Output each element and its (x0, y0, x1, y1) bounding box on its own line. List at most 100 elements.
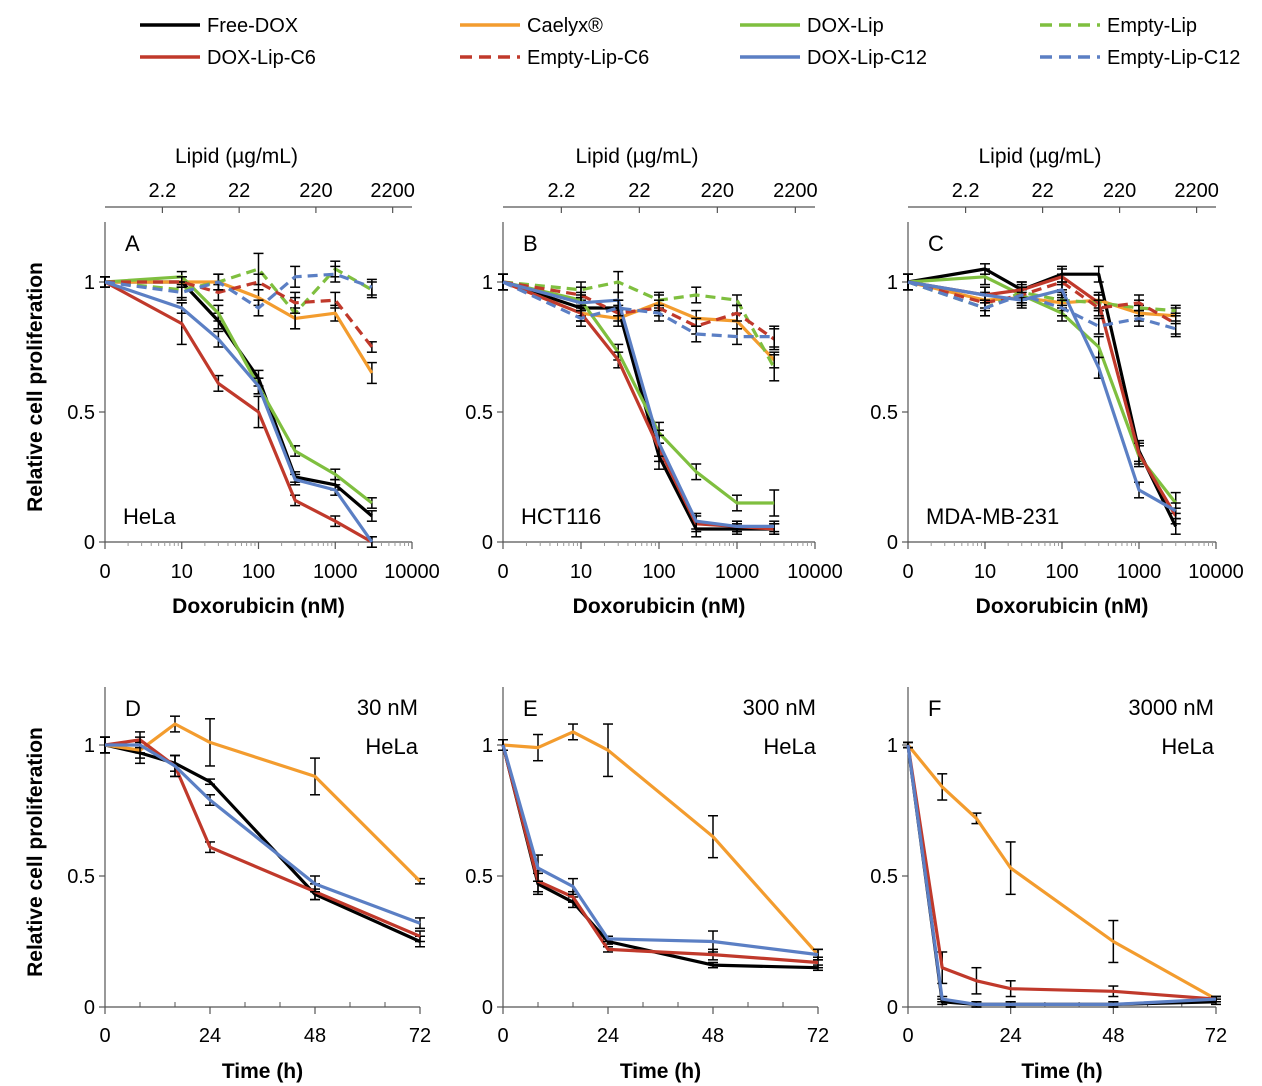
legend-label: Empty-Lip-C12 (1107, 47, 1240, 69)
top-axis-title: Lipid (µg/mL) (576, 145, 699, 168)
legend-entry: Empty-Lip (1040, 15, 1197, 37)
top-axis-title: Lipid (µg/mL) (979, 145, 1102, 168)
cell-line-label: HeLa (763, 734, 816, 759)
cell-line-label: HCT116 (521, 504, 601, 529)
legend: Free-DOX Caelyx® DOX-Lip Empty-Lip DOX-Lip-C… (140, 15, 1240, 69)
top-tick-label: 220 (701, 180, 734, 202)
y-tick-label: 0.5 (465, 402, 493, 424)
top-tick-label: 2.2 (149, 180, 177, 202)
x-tick-label: 0 (99, 1025, 110, 1047)
x-tick-label: 48 (702, 1025, 724, 1047)
y-tick-label: 0.5 (67, 402, 95, 424)
y-tick-label: 1 (84, 272, 95, 294)
dose-label: 30 nM (357, 695, 418, 720)
x-tick-label: 0 (902, 561, 913, 583)
legend-entry: Free-DOX (140, 15, 298, 37)
y-tick-label: 0 (482, 997, 493, 1019)
series-line (501, 744, 819, 957)
y-tick-label: 0.5 (67, 866, 95, 888)
series-line (907, 280, 1177, 325)
series-empty-lip-c12 (498, 273, 780, 348)
legend-label: DOX-Lip-C12 (807, 47, 927, 69)
series-empty-lip-c12 (100, 265, 377, 317)
y-tick-label: 1 (482, 272, 493, 294)
y-axis-title: Relative cell proliferation (24, 727, 47, 977)
x-tick-label: 100 (642, 561, 675, 583)
x-tick-label: 72 (409, 1025, 431, 1047)
legend-entry: Empty-Lip-C6 (460, 47, 649, 69)
x-tick-label: 100 (1045, 561, 1078, 583)
series-line (907, 280, 1177, 513)
series-dox-lip-c6 (903, 741, 1221, 1003)
panel-letter: C (928, 231, 944, 256)
series-line (104, 280, 373, 544)
x-tick-label: 0 (497, 1025, 508, 1047)
top-tick-label: 2.2 (952, 180, 980, 202)
panel-letter: A (125, 231, 140, 256)
y-tick-label: 1 (887, 272, 898, 294)
series-line (501, 744, 819, 970)
y-tick-label: 0 (887, 997, 898, 1019)
y-tick-label: 0 (84, 997, 95, 1019)
y-tick-label: 0.5 (870, 402, 898, 424)
series-line (906, 743, 1217, 1001)
series-line (906, 744, 1217, 1007)
legend-entry: DOX-Lip-C12 (740, 47, 927, 69)
top-tick-label: 220 (299, 180, 332, 202)
x-axis-title: Doxorubicin (nM) (172, 595, 345, 618)
x-axis-title: Doxorubicin (nM) (976, 595, 1149, 618)
series-line (502, 730, 820, 956)
legend-label: Caelyx® (527, 15, 603, 37)
series-line (501, 744, 819, 965)
y-tick-label: 0 (482, 532, 493, 554)
series-line (105, 743, 421, 925)
x-tick-label: 24 (597, 1025, 619, 1047)
series-dox-lip-c12 (100, 736, 425, 930)
top-tick-label: 2200 (370, 180, 415, 202)
top-tick-label: 22 (628, 180, 650, 202)
x-axis-title: Time (h) (1021, 1060, 1102, 1083)
x-tick-label: 10000 (787, 561, 843, 583)
cell-line-label: HeLa (1161, 734, 1214, 759)
series-line (906, 744, 1217, 1001)
series-line (906, 744, 1217, 1007)
y-tick-label: 1 (84, 735, 95, 757)
x-tick-label: 10 (974, 561, 996, 583)
legend-entry: DOX-Lip-C6 (140, 47, 316, 69)
legend-label: Empty-Lip-C6 (527, 47, 649, 69)
legend-label: Empty-Lip (1107, 15, 1197, 37)
x-tick-label: 10 (570, 561, 592, 583)
panel-d: 0 0.5 1 0 24 48 72 Time (h) Relative cell prolif… (24, 687, 431, 1083)
x-tick-label: 10000 (1188, 561, 1244, 583)
series-line (907, 267, 1178, 528)
series-line (907, 280, 1177, 331)
y-tick-label: 1 (887, 735, 898, 757)
legend-entry: Empty-Lip-C12 (1040, 47, 1240, 69)
y-tick-label: 0.5 (870, 866, 898, 888)
series-dox-lip-c12 (903, 741, 1221, 1008)
x-tick-label: 0 (902, 1025, 913, 1047)
x-tick-label: 24 (199, 1025, 221, 1047)
cell-line-label: MDA-MB-231 (926, 504, 1059, 529)
legend-label: DOX-Lip (807, 15, 884, 37)
panel-letter: E (523, 696, 538, 721)
dose-label: 300 nM (743, 695, 816, 720)
series-caelyx- (100, 273, 377, 385)
top-axis-title: Lipid (µg/mL) (175, 145, 298, 168)
top-tick-label: 2200 (1174, 180, 1219, 202)
x-tick-label: 1000 (313, 561, 358, 583)
panel-letter: D (125, 696, 141, 721)
series-line (502, 280, 775, 531)
x-tick-label: 48 (1102, 1025, 1124, 1047)
panel-letter: B (523, 231, 538, 256)
top-tick-label: 22 (1031, 180, 1053, 202)
series-caelyx- (903, 741, 1221, 1003)
series-line (502, 280, 775, 339)
series-line (502, 280, 775, 529)
cell-line-label: HeLa (123, 504, 176, 529)
legend-entry: DOX-Lip (740, 15, 884, 37)
series-empty-lip-c12 (903, 273, 1181, 338)
